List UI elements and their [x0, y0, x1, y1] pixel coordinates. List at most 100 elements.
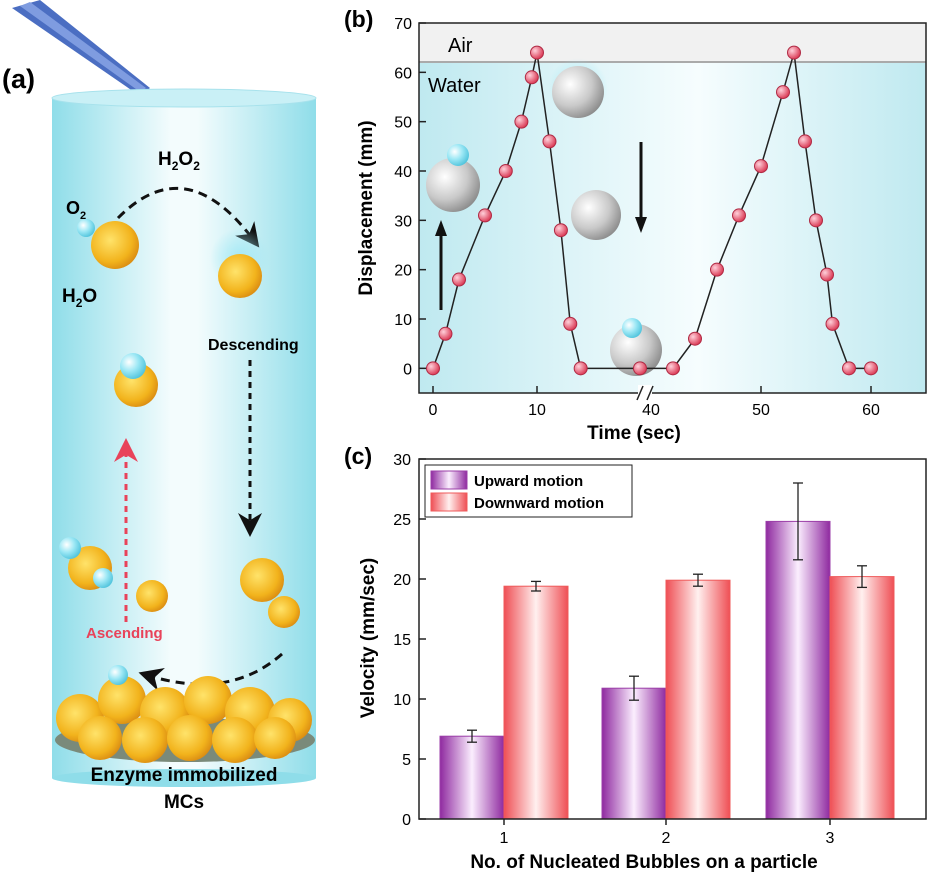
b-data-point	[754, 159, 768, 174]
b-data-point	[452, 272, 466, 287]
c-x-tick-label: 1	[500, 830, 509, 847]
c-x-tick-label: 3	[826, 830, 835, 847]
b-series-line-right	[640, 52, 871, 370]
b-series-line-left	[432, 52, 582, 369]
b-data-point	[514, 114, 529, 129]
b-data-point	[732, 208, 746, 223]
particle-with-bubble	[77, 219, 139, 269]
b-data-point	[666, 361, 680, 376]
b-y-tick-label: 0	[403, 361, 412, 378]
c-bar-downward	[829, 576, 895, 820]
b-data-lines	[432, 52, 871, 370]
b-data-point	[478, 208, 492, 223]
b-data-point	[563, 316, 578, 331]
bubbled-particle-cluster	[59, 537, 168, 612]
h2o2-label: H2O2	[158, 149, 200, 173]
c-x-axis-title: No. of Nucleated Bubbles on a particle	[470, 852, 817, 873]
c-legend: Upward motion Downward motion	[424, 464, 633, 518]
b-plot-frame	[418, 22, 927, 394]
b-data-point	[426, 361, 440, 376]
c-y-tick-label: 30	[393, 452, 411, 469]
b-y-tick-label: 70	[394, 16, 412, 33]
b-data-point	[842, 361, 856, 376]
descending-particle-cluster	[240, 558, 300, 628]
b-data-point	[633, 361, 647, 376]
air-label: Air	[448, 35, 473, 57]
c-x-tick-label: 2	[662, 830, 671, 847]
ascending-particle	[114, 353, 158, 407]
b-y-axis-title: Displacement (mm)	[356, 120, 377, 295]
b-data-point	[825, 316, 840, 331]
panel-a-label: (a)	[2, 64, 35, 94]
b-data-point	[438, 326, 453, 341]
c-y-tick-label: 20	[393, 572, 411, 589]
b-y-tick-label: 50	[394, 115, 412, 132]
b-data-point	[710, 262, 724, 277]
b-axes: 0 10 20 30 40 50 60 70 0 10 40 50 60	[394, 16, 880, 419]
b-y-tick-label: 20	[394, 263, 412, 280]
c-bar-upward	[601, 687, 667, 820]
ascending-label: Ascending	[86, 625, 163, 642]
c-y-tick-label: 0	[402, 812, 411, 829]
b-y-tick-label: 40	[394, 164, 412, 181]
b-data-point	[787, 45, 801, 60]
b-x-axis-title: Time (sec)	[587, 423, 681, 444]
b-data-point	[864, 361, 878, 376]
b-x-tick-label: 50	[752, 402, 770, 419]
b-y-tick-label: 30	[394, 213, 412, 230]
b-data-point	[498, 164, 513, 178]
panel-c-label: (c)	[344, 443, 372, 469]
immobilized-pile	[55, 665, 315, 763]
b-data-point	[542, 134, 557, 149]
b-data-point	[530, 45, 544, 60]
c-legend-label: Downward motion	[474, 495, 604, 512]
panel-a-illustration: (a) H2O2 O2 H2O Descending	[2, 0, 317, 813]
air-region	[419, 23, 926, 62]
c-legend-label: Upward motion	[474, 473, 583, 490]
b-data-point	[553, 223, 568, 238]
c-legend-swatch	[430, 492, 468, 512]
b-data-markers	[426, 45, 878, 376]
b-x-tick-label: 60	[862, 402, 880, 419]
b-y-tick-label: 60	[394, 65, 412, 82]
water-region	[419, 62, 926, 393]
c-y-tick-label: 15	[393, 632, 411, 649]
c-bar-upward	[439, 735, 505, 820]
particle-releasing	[210, 228, 270, 298]
b-data-point	[573, 361, 588, 376]
b-x-tick-label: 10	[528, 402, 546, 419]
water-label: Water	[428, 75, 481, 97]
c-bars	[439, 482, 895, 820]
panel-b-chart: (b) Air Water 0 10 20 30 40 50 60 70 0 10 40 50 60 T…	[344, 6, 927, 444]
c-y-tick-label: 5	[402, 752, 411, 769]
b-x-tick-label: 0	[429, 402, 438, 419]
c-y-axis-title: Velocity (mm/sec)	[358, 558, 379, 719]
o2-label: O2	[66, 198, 86, 222]
reaction-arc-arrow	[116, 186, 260, 248]
b-axis-break-mark	[646, 385, 654, 401]
sphere-illustrations	[426, 58, 662, 376]
b-data-point	[820, 267, 834, 282]
caption-line2: MCs	[164, 792, 204, 813]
b-axis-break-mark	[636, 385, 644, 401]
c-bar-downward	[665, 579, 731, 820]
c-y-tick-label: 25	[393, 512, 411, 529]
b-data-point	[688, 331, 702, 346]
h2o-label: H2O	[62, 286, 97, 310]
descending-label: Descending	[208, 337, 299, 354]
c-bar-upward	[765, 520, 831, 820]
caption-line1: Enzyme immobilized	[91, 765, 278, 786]
c-legend-swatch	[430, 470, 468, 490]
panel-b-label: (b)	[344, 6, 373, 32]
c-bar-downward	[503, 585, 569, 820]
b-data-point	[809, 213, 823, 228]
b-y-tick-label: 10	[394, 312, 412, 329]
c-y-tick-label: 10	[393, 692, 411, 709]
b-x-tick-label: 40	[642, 402, 660, 419]
reaction-tube	[52, 98, 316, 778]
b-data-point	[524, 70, 539, 85]
